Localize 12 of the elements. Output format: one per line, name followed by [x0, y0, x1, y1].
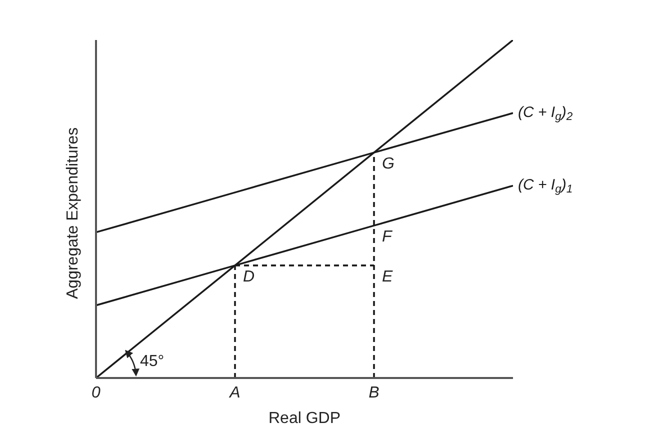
annotation: E [382, 268, 393, 286]
annotation: D [243, 268, 255, 286]
x-tick-label: B [368, 384, 380, 402]
annotation: 45° [140, 353, 164, 370]
series-label: (C + I$_{g}$)$_{1}$ [518, 176, 573, 196]
series-label: (C + I$_{g}$)$_{2}$ [518, 104, 574, 124]
x-tick-label: A [228, 384, 240, 402]
annotation: F [382, 228, 393, 246]
y-axis-title: Aggregate Expenditures [64, 127, 82, 299]
x-tick-label: 0 [92, 384, 101, 402]
annotation: G [382, 156, 394, 173]
x-axis-title: Real GDP [268, 410, 341, 427]
